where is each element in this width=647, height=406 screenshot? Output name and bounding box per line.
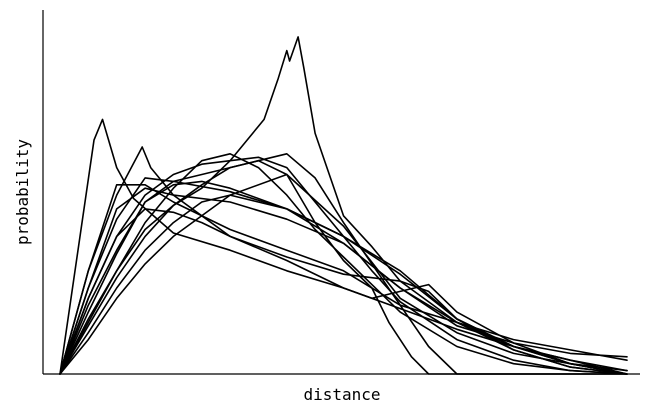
- series-line-4: [59, 153, 628, 375]
- series-line-7: [59, 159, 628, 375]
- x-axis-label: distance: [303, 385, 380, 404]
- series-line-12: [59, 194, 628, 375]
- series-line-11: [59, 180, 628, 375]
- series-line-14: [59, 184, 628, 375]
- series-line-5: [59, 156, 628, 375]
- series-line-3: [59, 36, 628, 375]
- series-line-9: [59, 208, 628, 375]
- series-line-1: [59, 118, 628, 375]
- series-line-13: [59, 173, 628, 375]
- y-axis-label: probability: [13, 139, 32, 245]
- series-group: [59, 36, 628, 375]
- axes: [42, 10, 640, 375]
